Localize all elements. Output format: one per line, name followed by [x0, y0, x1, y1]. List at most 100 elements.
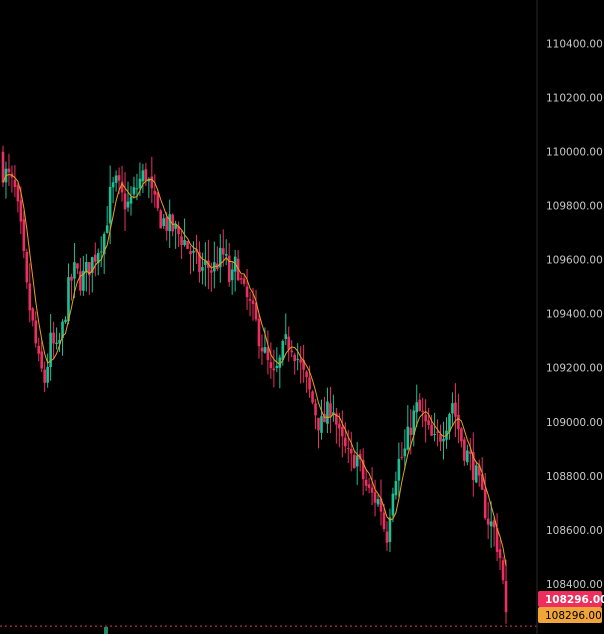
time-scroll-handle[interactable]	[104, 627, 108, 634]
candle-up	[85, 261, 88, 273]
candle-down	[495, 528, 499, 552]
candle-down	[257, 318, 261, 347]
candle-down	[486, 518, 490, 525]
candle-up	[397, 458, 401, 481]
candle-up	[201, 267, 204, 271]
candle-down	[379, 498, 383, 512]
candle-down	[70, 276, 73, 281]
candle-up	[55, 342, 58, 345]
candle-down	[269, 362, 273, 369]
candle-down	[501, 560, 505, 581]
candle-down	[492, 520, 496, 528]
candle-down	[457, 414, 460, 430]
candle-down	[343, 437, 347, 447]
candle-down	[13, 179, 17, 187]
candle-down	[43, 369, 46, 383]
price-tick-label: 108800.00	[546, 471, 603, 483]
candle-down	[305, 371, 308, 378]
last-price-label: 108296.00	[545, 594, 604, 606]
price-tick-label: 110000.00	[546, 146, 603, 158]
candle-up	[46, 366, 49, 383]
candle-down	[454, 402, 457, 417]
candle-down	[349, 449, 353, 454]
candle-down	[79, 271, 82, 291]
candle-down	[329, 403, 332, 417]
candle-down	[171, 214, 174, 232]
candle-down	[40, 351, 43, 369]
candle-down	[144, 169, 148, 182]
candle-down	[335, 413, 338, 425]
candle-down	[418, 399, 422, 412]
candle-up	[99, 251, 103, 253]
candle-up	[90, 257, 94, 273]
candle-down	[302, 360, 305, 370]
price-tick-label: 110200.00	[546, 92, 603, 104]
candle-up	[105, 225, 109, 233]
candle-up	[284, 334, 288, 340]
candle-down	[76, 263, 79, 269]
candle-down	[364, 479, 368, 486]
candle-up	[489, 521, 493, 527]
candle-up	[49, 332, 52, 368]
candle-down	[287, 336, 291, 350]
candle-down	[31, 308, 35, 321]
candle-up	[218, 247, 222, 268]
candle-up	[61, 321, 64, 339]
moving-average-line	[2, 173, 507, 567]
candle-up	[213, 262, 216, 272]
candle-down	[248, 299, 252, 301]
candle-down	[436, 431, 439, 433]
candle-down	[382, 512, 386, 530]
candle-up	[376, 499, 380, 505]
candle-up	[391, 493, 395, 516]
price-tick-label: 109200.00	[546, 363, 603, 375]
candle-up	[108, 186, 112, 224]
candle-up	[96, 252, 100, 264]
candle-down	[159, 210, 163, 229]
candle-up	[204, 260, 207, 266]
candle-down	[370, 487, 374, 493]
candle-down	[341, 426, 344, 437]
candle-down	[180, 236, 183, 245]
candle-down	[25, 251, 29, 283]
candle-down	[308, 377, 311, 390]
candle-down	[439, 434, 442, 442]
candle-down	[251, 300, 255, 304]
candle-up	[111, 182, 115, 188]
candle-up	[448, 414, 451, 432]
price-tick-label: 109000.00	[546, 417, 603, 429]
candle-up	[281, 341, 285, 360]
candle-down	[22, 219, 26, 251]
candle-down	[7, 168, 11, 173]
candle-down	[373, 492, 377, 503]
candle-up	[147, 178, 151, 182]
candle-up	[73, 262, 76, 279]
candle-up	[403, 448, 407, 457]
candle-down	[37, 345, 41, 354]
candle-up	[326, 401, 329, 424]
candle-down	[117, 175, 121, 181]
candle-down	[150, 176, 154, 189]
candle-down	[504, 581, 508, 613]
candle-down	[361, 459, 365, 480]
candle-down	[346, 448, 350, 450]
candle-down	[242, 278, 246, 284]
price-tick-label: 108600.00	[546, 525, 603, 537]
candle-up	[183, 240, 186, 246]
candle-down	[198, 252, 201, 272]
candle-down	[210, 270, 213, 273]
candle-down	[352, 454, 356, 469]
candle-down	[93, 254, 97, 262]
candle-down	[88, 262, 91, 276]
candle-up	[296, 358, 299, 360]
candle-down	[16, 185, 20, 202]
candle-down	[385, 531, 389, 543]
candle-down	[245, 286, 249, 298]
candle-up	[114, 175, 118, 183]
candle-up	[162, 218, 166, 226]
candle-down	[34, 320, 38, 344]
candle-down	[323, 413, 326, 423]
price-tick-label: 109600.00	[546, 255, 603, 267]
candle-down	[480, 474, 484, 490]
